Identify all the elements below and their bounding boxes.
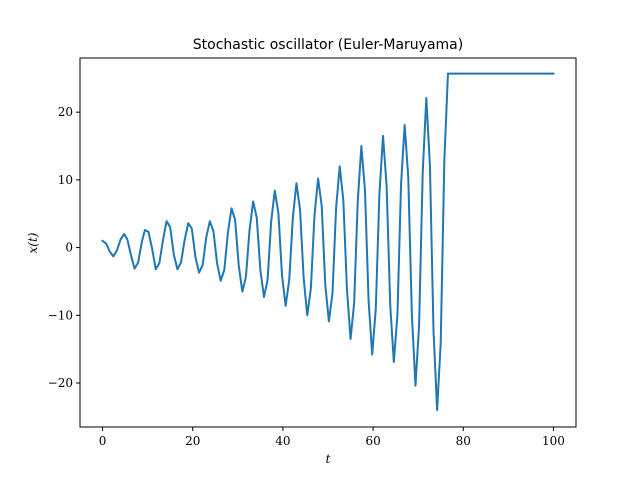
x-tick-label: 20 [185,434,200,448]
y-tick-label: 20 [58,105,73,119]
x-tick-label: 0 [99,434,107,448]
y-tick-label: 10 [58,173,73,187]
y-tick-label: −20 [48,376,73,390]
x-tick-label: 100 [542,434,565,448]
chart-title: Stochastic oscillator (Euler-Maruyama) [193,37,463,53]
plot-area: 0 20 40 60 80 100 −20 −10 0 10 20 [48,57,577,448]
x-tick-label: 60 [365,434,380,448]
y-axis-label: x(t) [26,232,40,253]
axes-frame [79,57,577,428]
y-tick-label: 0 [65,241,73,255]
x-tick-label: 80 [456,434,471,448]
y-tick-label: −10 [48,308,73,322]
x-axis-label: t [326,452,331,466]
series-line-0 [101,72,555,412]
x-tick-label: 40 [275,434,290,448]
